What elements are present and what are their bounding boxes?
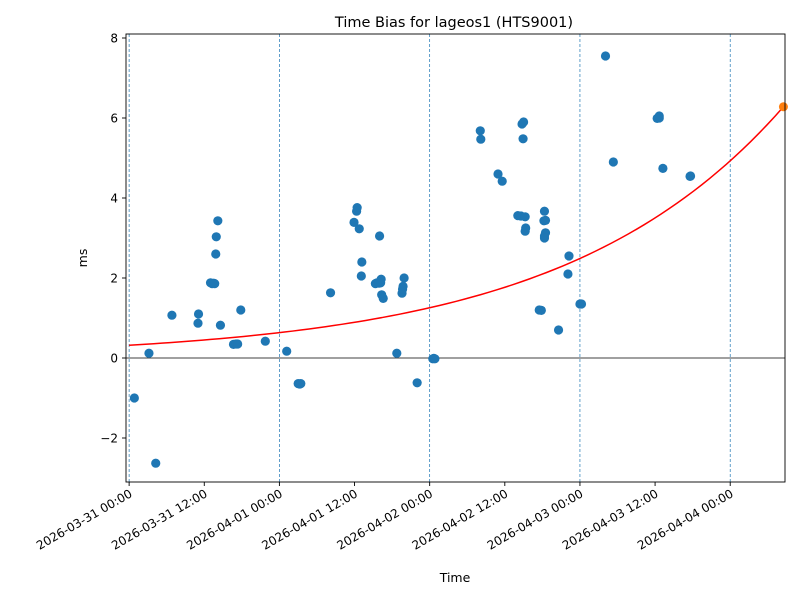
data-point bbox=[518, 134, 528, 144]
data-point bbox=[540, 215, 551, 225]
data-point bbox=[356, 271, 366, 281]
y-tick-label: 8 bbox=[110, 32, 118, 46]
data-point bbox=[654, 111, 664, 121]
data-point bbox=[211, 249, 221, 259]
last-point-marker bbox=[778, 102, 788, 112]
data-point bbox=[144, 348, 154, 358]
data-point bbox=[392, 348, 402, 358]
data-point bbox=[374, 231, 385, 241]
y-tick-label: 6 bbox=[110, 112, 118, 126]
data-point bbox=[282, 346, 292, 356]
data-point bbox=[398, 281, 408, 291]
data-point bbox=[564, 251, 574, 261]
data-point bbox=[352, 203, 362, 213]
data-point bbox=[430, 354, 440, 364]
data-point bbox=[325, 288, 336, 298]
data-point bbox=[520, 212, 530, 222]
data-point bbox=[349, 217, 359, 227]
data-point bbox=[376, 274, 386, 284]
data-point bbox=[608, 157, 618, 167]
data-point bbox=[211, 232, 221, 242]
data-point bbox=[260, 336, 270, 346]
data-point bbox=[399, 273, 409, 283]
data-point bbox=[475, 126, 485, 136]
y-tick-label: 0 bbox=[110, 352, 118, 366]
data-point bbox=[600, 51, 611, 61]
data-point bbox=[412, 378, 422, 388]
x-axis-label: Time bbox=[439, 570, 471, 585]
data-point bbox=[354, 224, 364, 234]
data-point bbox=[193, 309, 204, 319]
data-point bbox=[563, 269, 573, 279]
data-point bbox=[576, 299, 587, 309]
data-point bbox=[536, 305, 546, 315]
data-point bbox=[539, 233, 550, 243]
data-point bbox=[493, 169, 503, 179]
data-points bbox=[129, 51, 696, 468]
data-point bbox=[151, 458, 161, 468]
data-point bbox=[685, 171, 696, 181]
data-point bbox=[129, 393, 139, 403]
y-tick-label: 4 bbox=[110, 192, 118, 206]
data-point bbox=[658, 163, 668, 173]
data-point bbox=[539, 206, 550, 216]
data-point bbox=[193, 318, 203, 328]
data-point bbox=[520, 226, 530, 236]
data-point bbox=[296, 379, 306, 389]
data-point bbox=[213, 216, 223, 226]
data-point bbox=[553, 325, 564, 335]
data-point bbox=[236, 305, 246, 315]
data-point bbox=[357, 257, 367, 267]
data-point bbox=[233, 339, 243, 349]
trend-line bbox=[129, 106, 784, 346]
y-tick-label: −2 bbox=[100, 432, 118, 446]
data-point bbox=[167, 310, 177, 320]
data-point bbox=[210, 279, 220, 289]
data-point bbox=[497, 176, 507, 186]
y-axis-label: ms bbox=[75, 249, 90, 268]
data-point bbox=[215, 320, 226, 330]
y-tick-label: 2 bbox=[110, 272, 118, 286]
y-axis-ticks: −2 0 2 4 6 8 bbox=[100, 32, 126, 446]
data-point bbox=[518, 117, 529, 127]
data-point bbox=[378, 293, 388, 303]
data-point bbox=[476, 134, 486, 144]
chart-title: Time Bias for lageos1 (HTS9001) bbox=[334, 15, 573, 31]
plot-frame bbox=[125, 33, 786, 483]
